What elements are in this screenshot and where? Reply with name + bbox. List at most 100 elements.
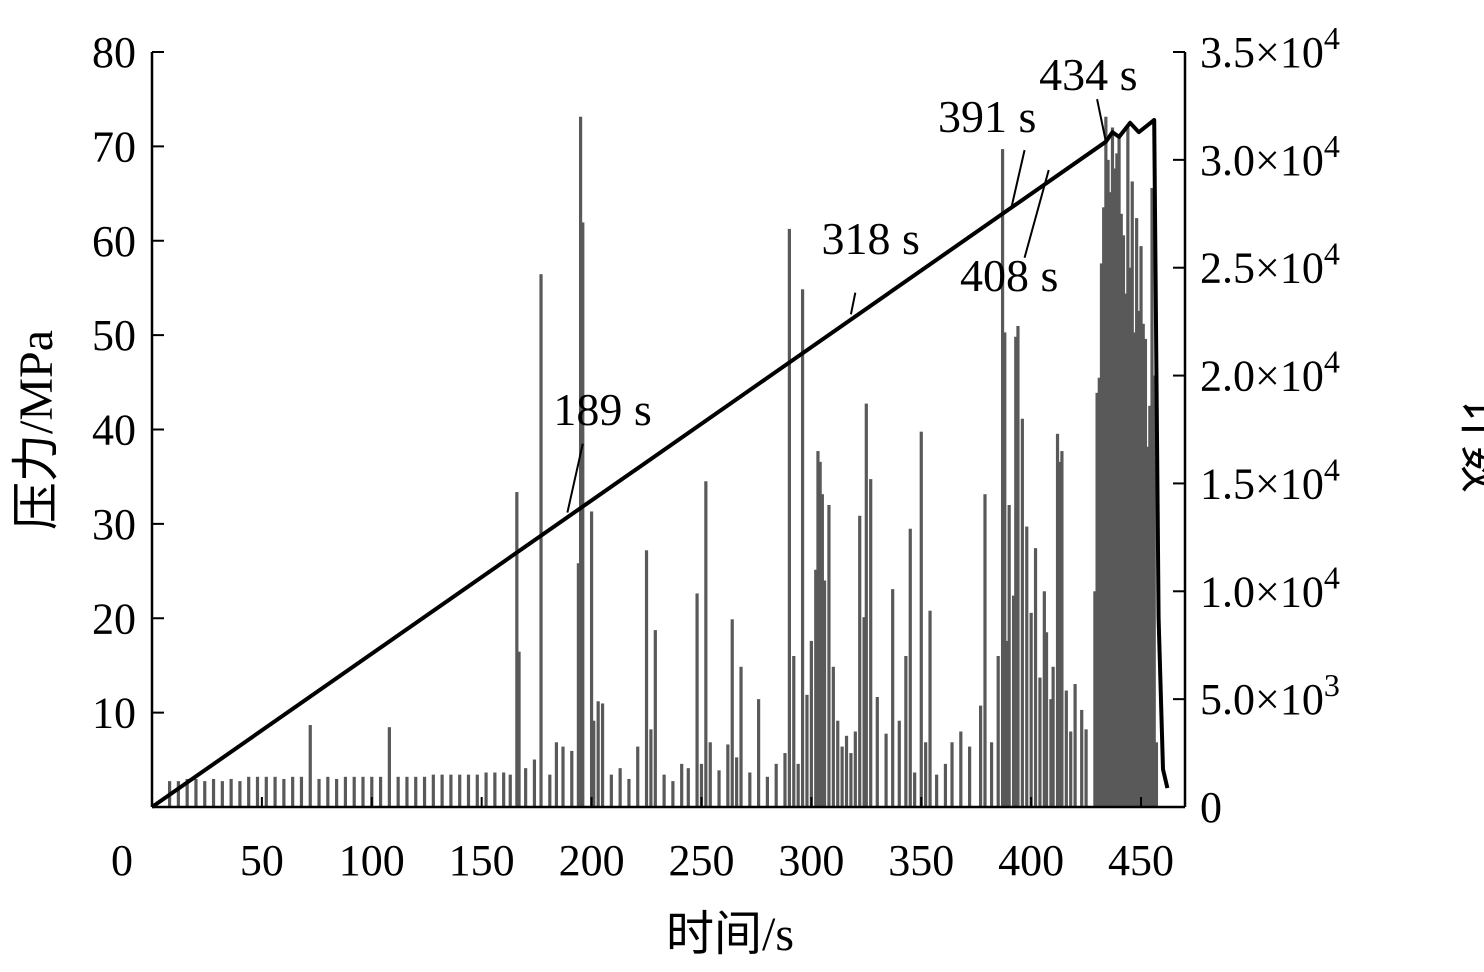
count-bar [211, 778, 216, 807]
count-bar [308, 725, 312, 807]
count-bar [422, 776, 427, 807]
count-bar [943, 763, 948, 807]
count-bar [908, 528, 912, 807]
count-bar [493, 772, 497, 807]
count-bar [989, 742, 994, 807]
count-bar [396, 776, 400, 807]
count-bar [1058, 461, 1062, 807]
count-bar [1152, 375, 1156, 807]
count-bar [554, 742, 559, 807]
count-bar [1130, 181, 1134, 807]
annotation-leader-line [566, 443, 584, 513]
count-bar [897, 720, 901, 807]
count-bar [1135, 218, 1139, 808]
count-bar [317, 778, 321, 807]
x-axis-title: 时间/s [666, 908, 794, 961]
count-bar [1097, 377, 1101, 807]
count-bar [548, 774, 552, 807]
count-bar [600, 703, 605, 807]
annotation-label: 189 s [553, 384, 651, 435]
x-tick-label: 0 [111, 836, 133, 885]
count-bar [458, 774, 462, 807]
count-bar [466, 774, 471, 807]
count-bar [818, 461, 822, 807]
count-bar [757, 699, 761, 807]
count-bar [820, 494, 824, 807]
axes [150, 51, 1187, 809]
count-bar [726, 744, 730, 807]
count-bar [440, 774, 444, 807]
count-bar [1084, 729, 1088, 807]
count-bar [203, 781, 207, 807]
count-bar [449, 774, 453, 807]
count-bar [1154, 742, 1159, 807]
count-bar [649, 729, 653, 807]
count-bar [662, 774, 666, 807]
count-bar [1121, 235, 1126, 807]
count-bar [592, 720, 596, 807]
count-bar [704, 481, 708, 807]
count-bar [589, 511, 594, 807]
count-bar [581, 222, 585, 807]
count-bar [809, 640, 813, 807]
count-bar [730, 619, 734, 807]
y-right-tick-label: 1.5×104 [1200, 451, 1340, 508]
count-bar [1150, 187, 1154, 807]
y-right-tick-label: 5.0×103 [1200, 667, 1340, 724]
count-bar [247, 776, 251, 807]
tick-labels: 0 50 100 150 200 250 300 350 400 450 10 20 30 40 50 60 7… [92, 20, 1340, 885]
count-bar [792, 656, 796, 807]
count-bar [370, 776, 374, 807]
count-bar [1029, 612, 1033, 807]
count-bar [636, 746, 640, 807]
count-bar [176, 781, 180, 807]
count-bar [840, 746, 844, 807]
count-bar [1110, 127, 1115, 807]
annotation-label: 434 s [1039, 49, 1137, 100]
count-bar [361, 776, 365, 807]
annotation-label: 408 s [960, 250, 1058, 301]
y-left-tick-label: 20 [92, 594, 136, 643]
count-bar [1119, 213, 1123, 808]
count-bar [1143, 338, 1148, 807]
count-bar [680, 763, 684, 807]
y-right-tick-label: 3.0×104 [1200, 128, 1340, 185]
count-bar [671, 781, 675, 807]
y-right-tick-label: 2.0×104 [1200, 344, 1340, 401]
count-bar [378, 776, 383, 807]
count-bar [229, 778, 233, 807]
count-bar [849, 753, 853, 807]
count-bar [913, 772, 917, 807]
pressure-line [150, 118, 1170, 809]
count-bar [1038, 677, 1042, 807]
count-bar [1080, 709, 1084, 807]
count-bar [387, 727, 391, 807]
count-bar [836, 720, 840, 807]
y-left-tick-label: 60 [92, 217, 136, 266]
annotation-leader-line [1023, 169, 1050, 259]
count-bar [596, 701, 600, 807]
count-bar [968, 746, 972, 807]
count-bar [508, 774, 512, 807]
count-bar [1117, 136, 1121, 808]
count-bar [869, 479, 873, 807]
count-bar [532, 759, 537, 807]
count-bar [343, 776, 348, 807]
count-bar [853, 731, 857, 807]
count-bar [864, 403, 868, 807]
count-bar [1141, 323, 1145, 807]
count-bar [831, 666, 835, 807]
annotation-label: 318 s [822, 213, 920, 264]
count-bar [1025, 526, 1029, 807]
y-right-tick-label: 0 [1200, 783, 1222, 832]
count-bar [185, 778, 189, 807]
count-bar [1064, 690, 1068, 807]
count-bar [1148, 405, 1152, 807]
count-bar [502, 772, 506, 807]
count-bar [335, 778, 339, 807]
x-tick-label: 150 [449, 836, 515, 885]
count-bar [783, 753, 787, 807]
count-bar [1005, 640, 1009, 807]
